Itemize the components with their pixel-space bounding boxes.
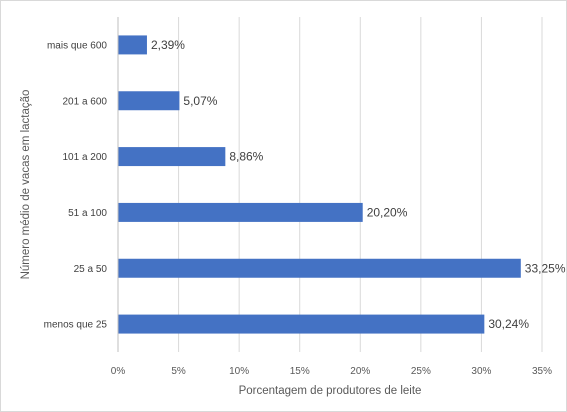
bar (118, 258, 521, 278)
y-tick-label: 101 a 200 (63, 152, 108, 163)
bar (118, 147, 226, 167)
x-tick-label: 35% (532, 366, 552, 377)
x-tick-label: 5% (171, 366, 186, 377)
x-tick-label: 30% (471, 366, 491, 377)
bar (118, 202, 363, 222)
x-tick-label: 0% (111, 366, 126, 377)
data-label: 2,39% (151, 38, 185, 52)
y-tick-labels: menos que 25 25 a 50 51 a 100 101 a 200 201 … (44, 40, 108, 330)
data-label: 20,20% (367, 205, 408, 219)
data-labels: 30,24% 33,25% 20,20% 8,86% 5,07% 2,39% (151, 38, 566, 331)
data-label: 5,07% (183, 94, 217, 108)
y-tick-label: 51 a 100 (68, 208, 107, 219)
y-tick-label: menos que 25 (44, 320, 108, 331)
bar (118, 35, 147, 55)
data-label: 30,24% (488, 317, 529, 331)
data-label: 33,25% (525, 261, 566, 275)
x-tick-label: 20% (350, 366, 370, 377)
x-tick-labels: 0% 5% 10% 15% 20% 25% 30% 35% (111, 366, 552, 377)
x-tick-label: 15% (290, 366, 310, 377)
bars (118, 35, 521, 334)
y-axis-title: Número médio de vacas em lactação (20, 90, 32, 280)
bar (118, 314, 485, 334)
y-tick-label: 201 a 600 (63, 96, 108, 107)
gridlines (178, 17, 543, 352)
x-axis-title: Porcentagem de produtores de leite (239, 385, 422, 397)
data-label: 8,86% (229, 150, 263, 164)
y-tick-label: 25 a 50 (74, 264, 108, 275)
x-tick-label: 10% (229, 366, 249, 377)
x-tick-label: 25% (411, 366, 431, 377)
y-tick-label: mais que 600 (47, 40, 107, 51)
bar (118, 91, 180, 111)
